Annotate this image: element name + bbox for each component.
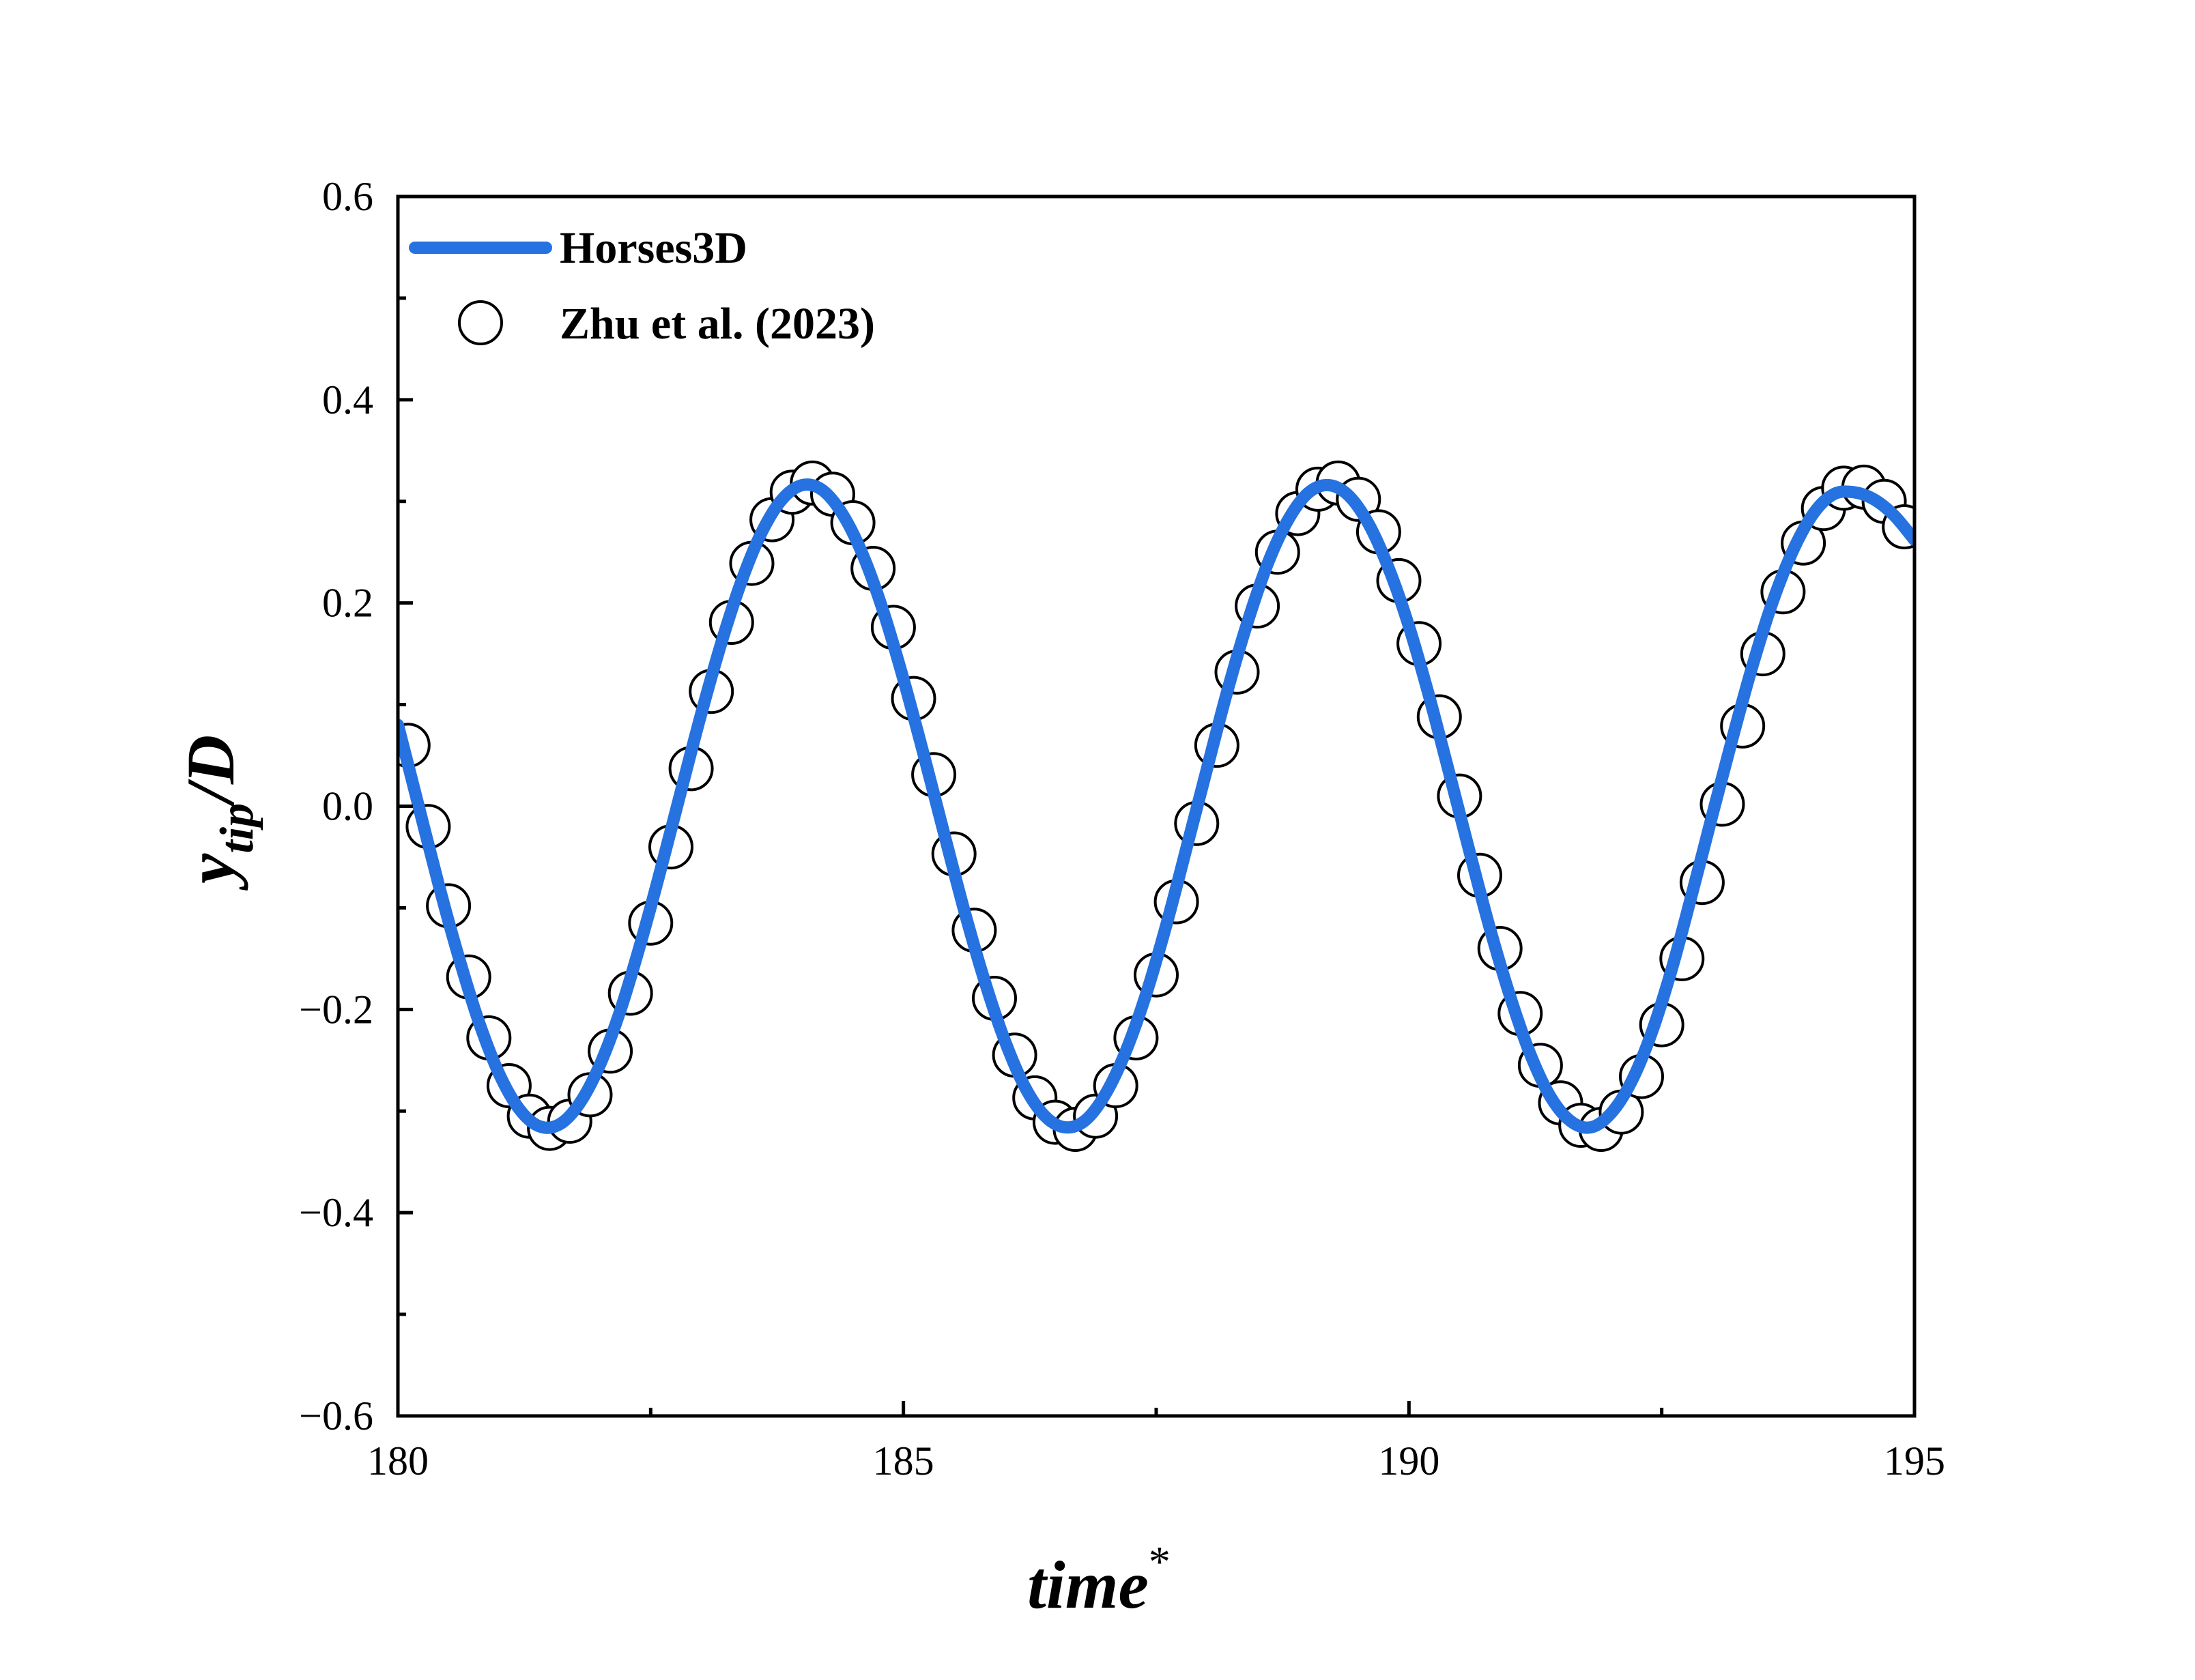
y-tick-label: −0.4 <box>299 1190 373 1235</box>
legend: Horses3D Zhu et al. (2023) <box>409 223 875 349</box>
y-tick-label: −0.2 <box>299 987 373 1032</box>
horses3d-line <box>398 478 1914 1134</box>
tick-labels: 180 185 190 195 −0.6 −0.4 −0.2 0.0 0.2 0.4 0.6 <box>299 174 1945 1483</box>
legend-marker-zhu <box>458 300 503 345</box>
y-tick-label: −0.6 <box>299 1393 373 1438</box>
x-tick-label: 185 <box>873 1438 934 1483</box>
y-tick-label: 0.4 <box>322 377 373 422</box>
y-axis-title: ytip/D <box>173 735 263 891</box>
legend-label-horses3d: Horses3D <box>560 223 747 273</box>
y-tick-label: 0.6 <box>322 174 373 219</box>
x-tick-label: 190 <box>1378 1438 1439 1483</box>
x-axis-title: time* <box>1027 1537 1171 1623</box>
horses3d-line-layer <box>398 478 1914 1134</box>
y-tick-label: 0.2 <box>322 581 373 626</box>
x-tick-label: 180 <box>367 1438 429 1483</box>
ticks <box>396 194 1917 1418</box>
y-tick-label: 0.0 <box>322 784 373 829</box>
legend-label-zhu: Zhu et al. (2023) <box>560 299 875 349</box>
x-tick-label: 195 <box>1884 1438 1945 1483</box>
